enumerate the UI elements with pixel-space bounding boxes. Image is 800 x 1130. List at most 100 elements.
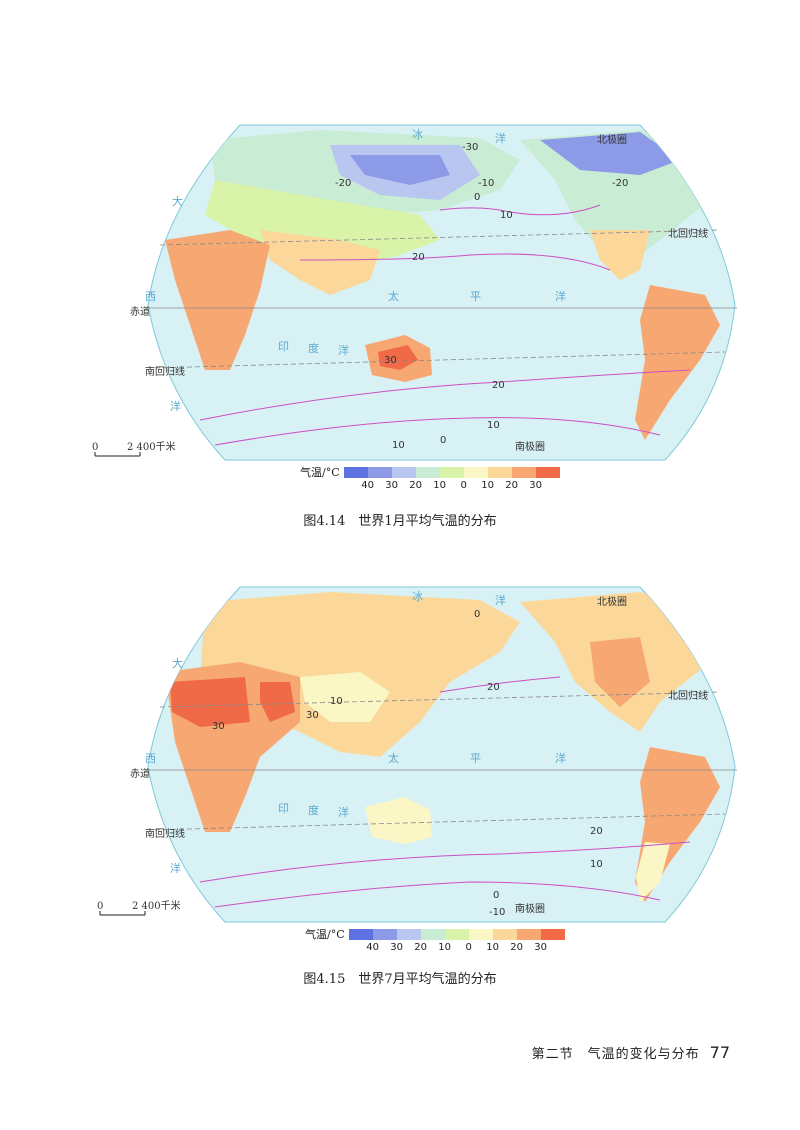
isotherm-label: 10 [392,440,405,451]
legend-swatch [463,467,488,478]
tropic-south-line [154,813,726,831]
legend-color-bar [348,929,565,940]
atlantic-ocean-label-1: 大 [172,194,183,208]
equator-label: 赤道 [130,305,150,318]
july-map: 赤道 南回归线 北回归线 北极圈 南极圈 冰 洋 太 平 洋 大 西 洋 印 度… [0,582,800,927]
legend-title: 气温/°C [300,466,340,479]
scale-bar: 0 2 400千米 [92,440,176,457]
legend-tick: 20 [409,480,422,491]
figure-caption-january: 图4.14 世界1月平均气温的分布 [303,514,497,529]
arctic-circle-label: 北极圈 [597,595,627,608]
tibet-region [300,672,390,722]
january-map: 赤道 南回归线 北回归线 北极圈 南极圈 冰 洋 太 平 洋 大 西 洋 印 度… [0,120,800,465]
legend-swatch [540,929,565,940]
pacific-ocean-label-3: 洋 [555,751,566,765]
legend-tick: 0 [465,942,472,953]
temperature-legend: 气温/°C 40 30 20 10 0 10 20 30 [300,467,560,492]
scale-bar: 0 2 400千米 [97,899,181,916]
legend-swatch [420,929,445,940]
legend-color-bar [343,467,560,478]
legend-tick: 20 [505,480,518,491]
tropic-north-label: 北回归线 [668,227,708,240]
isotherm-label: -10 [478,178,494,189]
isotherm-label: 10 [590,859,603,870]
tropic-north-line [159,229,721,246]
legend-swatch [535,467,560,478]
legend-swatch [439,467,464,478]
tropic-south-line [154,351,726,369]
legend-tick: 30 [390,942,403,953]
isotherm-label: 30 [306,710,319,721]
figure-caption-july: 图4.15 世界7月平均气温的分布 [303,972,497,987]
indian-ocean-label-1: 印 [278,802,289,815]
july-map-svg: 赤道 南回归线 北回归线 北极圈 南极圈 冰 洋 太 平 洋 大 西 洋 印 度… [97,586,737,923]
legend-swatch [468,929,493,940]
indian-ocean-label-1: 印 [278,340,289,353]
atlantic-ocean-label-3: 洋 [170,861,181,875]
legend-tick: 10 [481,480,494,491]
antarctic-circle-label: 南极圈 [515,440,545,453]
atlantic-ocean-label-3: 洋 [170,399,181,413]
legend-tick: 10 [438,942,451,953]
isotherm-label: -20 [335,178,351,189]
arctic-ocean-label-2: 洋 [495,593,506,607]
legend-ticks: 40 30 20 10 0 10 20 30 [349,940,565,954]
isotherm-label: 10 [330,696,343,707]
australia-region [365,797,432,844]
south-america-cool-region [636,842,670,902]
isotherm-label: 0 [493,890,499,901]
isotherm-label: 0 [474,192,480,203]
legend-swatch [415,467,440,478]
legend-swatch [396,929,421,940]
south-asia-region [260,230,380,295]
legend-swatch [367,467,392,478]
isotherm-label: 30 [384,355,397,366]
indian-ocean-label-3: 洋 [338,343,349,357]
tropic-north-line [159,691,721,708]
isotherm-label: 0 [440,435,446,446]
legend-swatch [444,929,469,940]
isotherm-lines [199,204,691,446]
north-america-cold-region [540,132,680,175]
eurasia-middle-region [205,180,440,270]
legend-tick: 10 [486,942,499,953]
arctic-ocean-label-2: 洋 [495,131,506,145]
isotherm-label: -10 [489,907,505,918]
equator-label: 赤道 [130,767,150,780]
africa-region [165,230,270,370]
south-america-region [635,285,720,440]
siberia-coldest-region [350,155,450,185]
indian-ocean-label-2: 度 [308,341,319,355]
tropic-south-label: 南回归线 [145,827,185,840]
pacific-ocean-label-2: 平 [470,290,481,303]
arabia-hot-region [260,682,295,722]
central-america-region [590,230,650,280]
legend-tick: 20 [414,942,427,953]
legend-swatch [348,929,373,940]
legend-swatch [487,467,512,478]
isotherm-label: 20 [412,252,425,263]
atlantic-ocean-label-1: 大 [172,656,183,670]
legend-tick: 30 [534,942,547,953]
isotherm-label: 10 [500,210,513,221]
legend-swatch [492,929,517,940]
indian-ocean-label-3: 洋 [338,805,349,819]
australia-hot-region [378,345,418,370]
legend-tick: 20 [510,942,523,953]
legend-swatch [391,467,416,478]
legend-tick: 30 [385,480,398,491]
north-america-warm-region [590,637,650,707]
pacific-ocean-label-1: 太 [388,290,399,303]
isotherm-label: -20 [612,178,628,189]
legend-tick: 40 [366,942,379,953]
tropic-south-label: 南回归线 [145,365,185,378]
january-map-svg: 赤道 南回归线 北回归线 北极圈 南极圈 冰 洋 太 平 洋 大 西 洋 印 度… [92,124,737,461]
legend-tick: 30 [529,480,542,491]
temperature-legend: 气温/°C 40 30 20 10 0 10 20 30 [305,929,565,954]
scale-bar-end: 2 400千米 [132,899,181,912]
isotherm-label: 0 [474,609,480,620]
scale-bar-start: 0 [92,442,98,453]
pacific-ocean-label-1: 太 [388,752,399,765]
legend-swatch [511,467,536,478]
sahara-hot-region [170,677,250,727]
